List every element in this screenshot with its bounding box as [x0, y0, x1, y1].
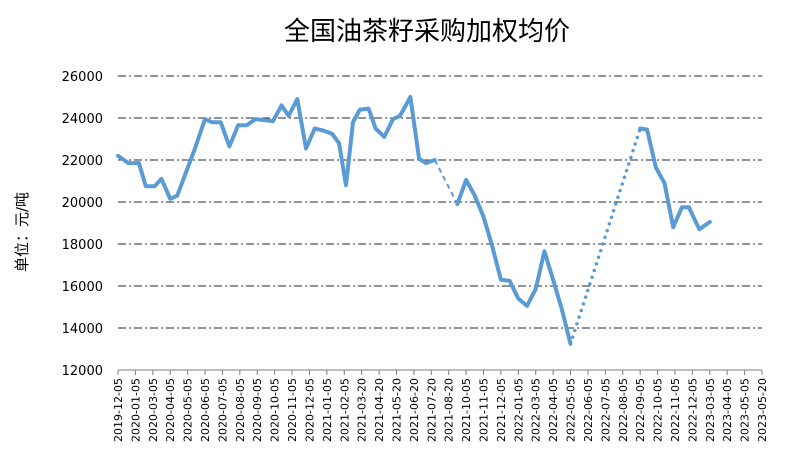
x-tick-label: 2021-11-05	[478, 378, 491, 442]
x-tick-label: 2022-05-05	[565, 378, 578, 442]
x-tick-label: 2020-09-05	[251, 378, 264, 442]
x-tick-label: 2022-04-05	[547, 378, 560, 442]
x-tick-label: 2022-08-05	[617, 378, 630, 442]
x-tick-label: 2021-06-20	[408, 378, 421, 442]
x-tick-label: 2020-05-05	[182, 378, 195, 442]
x-tick-label: 2023-05-05	[739, 378, 752, 442]
x-tick-label: 2021-01-05	[321, 378, 334, 442]
x-tick-label: 2020-08-05	[234, 378, 247, 442]
x-tick-label: 2022-11-05	[669, 378, 682, 442]
y-tick-label: 12000	[62, 364, 103, 379]
x-tick-label: 2022-10-05	[652, 378, 665, 442]
x-tick-label: 2019-12-05	[112, 378, 125, 442]
series-line-solid	[455, 177, 573, 346]
x-tick-label: 2021-04-20	[373, 378, 386, 442]
y-tick-label: 16000	[62, 280, 103, 295]
x-tick-label: 2020-12-05	[303, 378, 316, 442]
x-tick-label: 2023-04-05	[721, 378, 734, 442]
series-line-solid	[116, 95, 437, 201]
price-series	[116, 95, 712, 346]
series-line-dashed	[433, 159, 459, 205]
x-tick-label: 2021-08-20	[443, 378, 456, 442]
x-tick-label: 2021-05-20	[390, 378, 403, 442]
y-tick-label: 14000	[62, 322, 103, 337]
x-tick-label: 2021-03-20	[356, 378, 369, 442]
x-tick-label: 2023-05-20	[756, 378, 769, 442]
x-tick-label: 2020-11-05	[286, 378, 299, 442]
series-line-solid	[638, 126, 712, 232]
x-tick-label: 2020-06-05	[199, 378, 212, 442]
y-tick-labels: 12000 14000 16000 18000 20000 22000 24000 26000	[62, 70, 103, 379]
x-tick-label: 2021-07-20	[425, 378, 438, 442]
series-line-dotted	[568, 126, 642, 346]
x-tick-label: 2022-12-05	[686, 378, 699, 442]
x-tick-label: 2022-01-05	[512, 378, 525, 442]
x-tick-label: 2020-10-05	[269, 378, 282, 442]
x-tick-label: 2023-03-05	[704, 378, 717, 442]
x-tick-label: 2022-09-05	[634, 378, 647, 442]
x-tick-label: 2020-07-05	[216, 378, 229, 442]
y-tick-label: 24000	[62, 112, 103, 127]
gridlines	[118, 75, 762, 371]
chart-title: 全国油茶籽采购加权均价	[284, 17, 570, 47]
y-tick-label: 18000	[62, 238, 103, 253]
y-axis-label: 单位：元/吨	[13, 192, 31, 272]
x-tick-label: 2021-12-05	[495, 378, 508, 442]
x-tick-labels: 2019-12-05 2020-01-05 2020-03-05 2020-04-05…	[112, 370, 769, 442]
x-tick-label: 2022-03-05	[530, 378, 543, 442]
x-tick-label: 2021-02-05	[338, 378, 351, 442]
x-tick-label: 2022-07-05	[599, 378, 612, 442]
x-tick-label: 2020-03-05	[147, 378, 160, 442]
x-tick-label: 2022-06-05	[582, 378, 595, 442]
y-tick-label: 26000	[62, 70, 103, 85]
x-tick-label: 2021-10-05	[460, 378, 473, 442]
y-tick-label: 22000	[62, 154, 103, 169]
x-tick-label: 2020-01-05	[129, 378, 142, 442]
x-tick-label: 2020-04-05	[164, 378, 177, 442]
y-tick-label: 20000	[62, 196, 103, 211]
